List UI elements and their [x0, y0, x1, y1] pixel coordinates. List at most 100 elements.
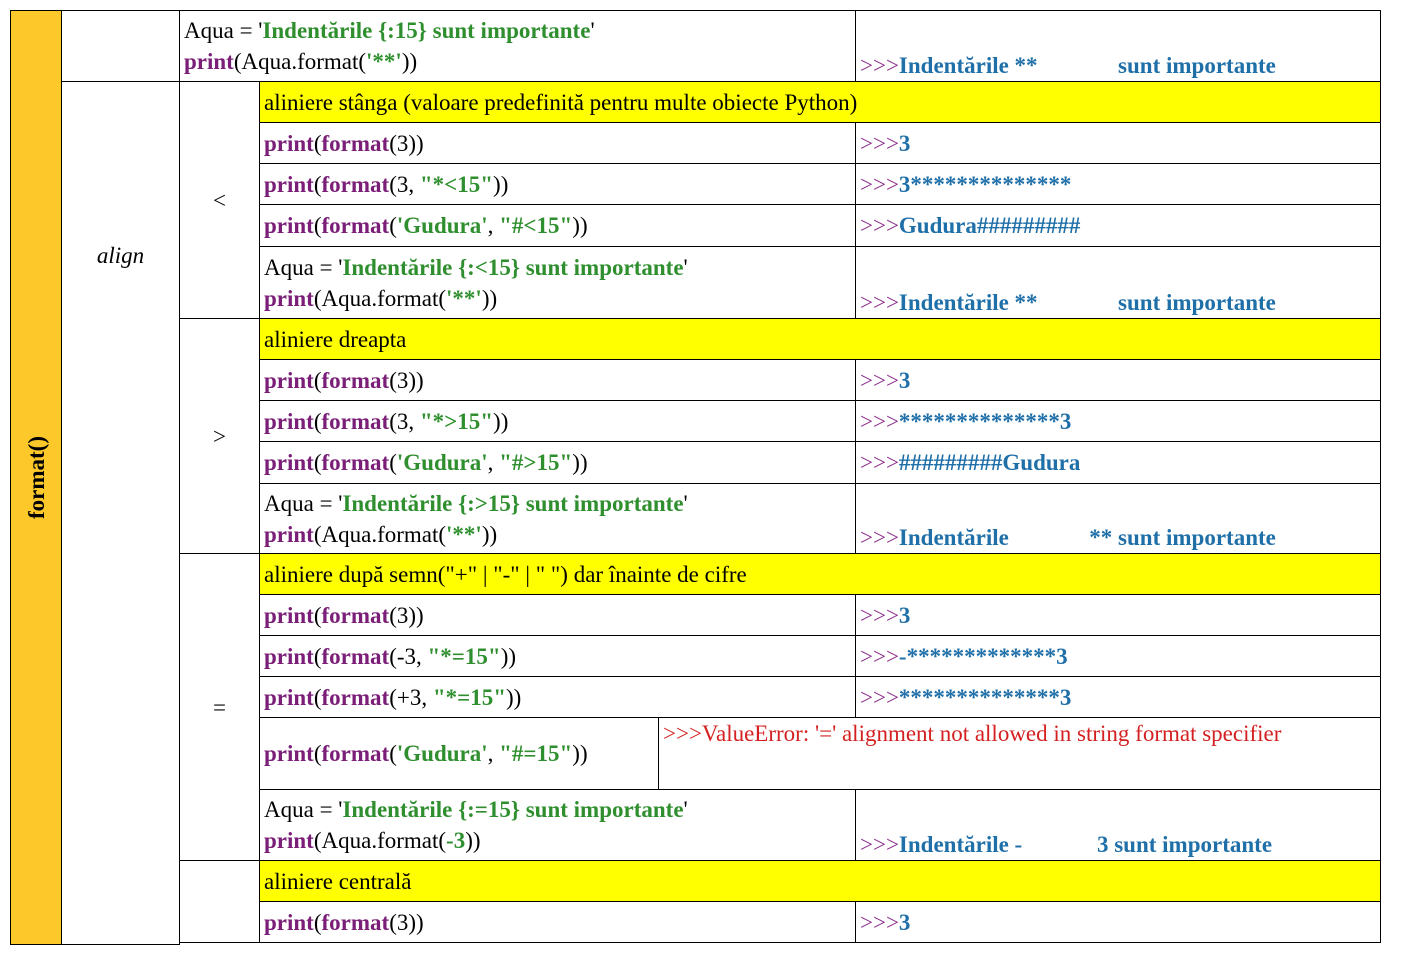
- symbol-cell: <: [179, 81, 260, 319]
- text-line: print(format(3)): [264, 365, 851, 396]
- text-segment: Indentările - 3 sunt importante: [898, 832, 1273, 857]
- text-segment: >>>: [860, 643, 899, 669]
- text-segment: Aqua = ': [264, 254, 343, 280]
- text-segment: Aqua = ': [184, 18, 263, 43]
- code-cell: Aqua = 'Indentările {:>15} sunt importan…: [259, 483, 856, 554]
- text-segment: print: [264, 684, 314, 710]
- text-segment: )): [572, 213, 588, 238]
- text-segment: format: [321, 171, 390, 197]
- text-segment: format: [321, 408, 390, 434]
- text-segment: (: [389, 741, 397, 766]
- text-line: print(format(3)): [264, 600, 851, 631]
- text-segment: Indentările ** sunt importante: [898, 53, 1276, 78]
- text-segment: Aqua = ': [264, 490, 343, 516]
- text-segment: Indentările {:15} sunt importante: [262, 18, 591, 43]
- text-line: >>>Indentările ** sunt importante: [860, 287, 1376, 318]
- code-cell: print(format(3)): [259, 901, 856, 943]
- code-cell: print(format('Gudura', "#<15")): [259, 204, 856, 247]
- output-cell: >>>Indentările - 3 sunt importante: [855, 789, 1381, 861]
- text-segment: print: [264, 450, 314, 475]
- code-cell: Aqua = 'Indentările {:15} sunt important…: [179, 10, 856, 82]
- text-line: print(format('Gudura', "#>15")): [264, 447, 851, 478]
- text-segment: format: [321, 213, 390, 238]
- text-segment: (Aqua.format(: [313, 521, 447, 547]
- output-cell: >>>#########Gudura: [855, 441, 1381, 484]
- code-cell: print(format(3)): [259, 359, 856, 401]
- text-segment: print: [264, 285, 314, 311]
- text-segment: print: [264, 213, 314, 238]
- text-segment: print: [264, 828, 314, 853]
- text-segment: (: [313, 450, 322, 475]
- text-segment: Indentările {:<15} sunt importante: [342, 254, 684, 280]
- sidebar-cell: format(): [10, 10, 62, 945]
- text-segment: (+3,: [389, 684, 433, 710]
- output-cell: >>>**************3: [855, 676, 1381, 718]
- text-line: >>>3**************: [860, 169, 1376, 200]
- text-line: >>>Gudura#########: [860, 210, 1376, 241]
- text-line: print(Aqua.format(-3)): [264, 825, 851, 856]
- text-segment: >>>: [860, 171, 899, 197]
- caption-cell: aliniere după semn("+" | "-" | " ") dar …: [259, 553, 1381, 595]
- text-segment: format: [321, 684, 390, 710]
- text-line: print(format(-3, "*=15")): [264, 641, 851, 672]
- text-segment: )): [493, 171, 509, 197]
- text-segment: >>>: [663, 721, 702, 746]
- empty-cell: [61, 10, 180, 82]
- text-segment: Indentările {:=15} sunt importante: [342, 797, 684, 822]
- text-line: >>>**************3: [860, 406, 1376, 437]
- caption-cell: aliniere centrală: [259, 860, 1381, 902]
- text-line: >>>#########Gudura: [860, 447, 1376, 478]
- text-line: >>>Indentările ** sunt importante: [860, 50, 1376, 81]
- output-cell: >>>**************3: [855, 400, 1381, 442]
- text-line: print(Aqua.format('**')): [264, 519, 851, 550]
- text-segment: print: [264, 643, 314, 669]
- text-line: >>>3: [860, 128, 1376, 159]
- text-segment: '**': [446, 521, 482, 547]
- text-line: >>>Indentările ** sunt importante: [860, 522, 1376, 553]
- text-segment: print: [264, 741, 314, 766]
- text-line: >>>Indentările - 3 sunt importante: [860, 829, 1376, 860]
- text-segment: '**': [446, 285, 482, 311]
- text-segment: )): [572, 741, 588, 766]
- text-segment: )): [465, 828, 481, 853]
- text-segment: (3)): [389, 602, 424, 628]
- text-line: print(format('Gudura', "#=15")): [264, 738, 654, 769]
- code-cell: print(format(-3, "*=15")): [259, 635, 856, 677]
- text-segment: (: [389, 213, 397, 238]
- text-line: >>>3: [860, 365, 1376, 396]
- text-segment: (3)): [389, 909, 424, 935]
- text-segment: 'Gudura': [396, 741, 488, 766]
- text-segment: (3,: [389, 171, 420, 197]
- code-cell: print(format('Gudura', "#=15")): [259, 717, 659, 790]
- text-segment: "*<15": [419, 171, 494, 197]
- text-segment: >>>: [860, 213, 899, 238]
- text-segment: >>>: [860, 367, 899, 393]
- symbol-cell: >: [179, 318, 260, 554]
- text-line: Aqua = 'Indentările {:<15} sunt importan…: [264, 252, 851, 283]
- text-line: Aqua = 'Indentările {:15} sunt important…: [184, 15, 851, 46]
- caption-text: aliniere dreapta: [264, 326, 407, 352]
- text-line: print(format(+3, "*=15")): [264, 682, 851, 713]
- text-segment: -3: [446, 828, 466, 853]
- text-segment: )): [481, 285, 498, 311]
- output-cell: >>>Indentările ** sunt importante: [855, 483, 1381, 554]
- text-segment: -*************3: [898, 643, 1068, 669]
- text-segment: ': [683, 490, 688, 516]
- text-segment: print: [264, 521, 314, 547]
- text-segment: print: [264, 130, 314, 156]
- text-segment: print: [184, 49, 234, 74]
- text-line: print(Aqua.format('**')): [184, 46, 851, 77]
- code-cell: Aqua = 'Indentările {:<15} sunt importan…: [259, 246, 856, 319]
- text-segment: >>>: [860, 290, 899, 315]
- text-line: >>>**************3: [860, 682, 1376, 713]
- code-cell: print(format(3, "*<15")): [259, 163, 856, 205]
- text-segment: "#<15": [499, 213, 573, 238]
- output-cell: >>>3: [855, 594, 1381, 636]
- output-cell: >>>-*************3: [855, 635, 1381, 677]
- text-segment: format: [321, 643, 390, 669]
- output-cell: >>>Indentările ** sunt importante: [855, 246, 1381, 319]
- text-segment: (: [313, 684, 322, 710]
- code-cell: print(format('Gudura', "#>15")): [259, 441, 856, 484]
- text-segment: >>>: [860, 684, 899, 710]
